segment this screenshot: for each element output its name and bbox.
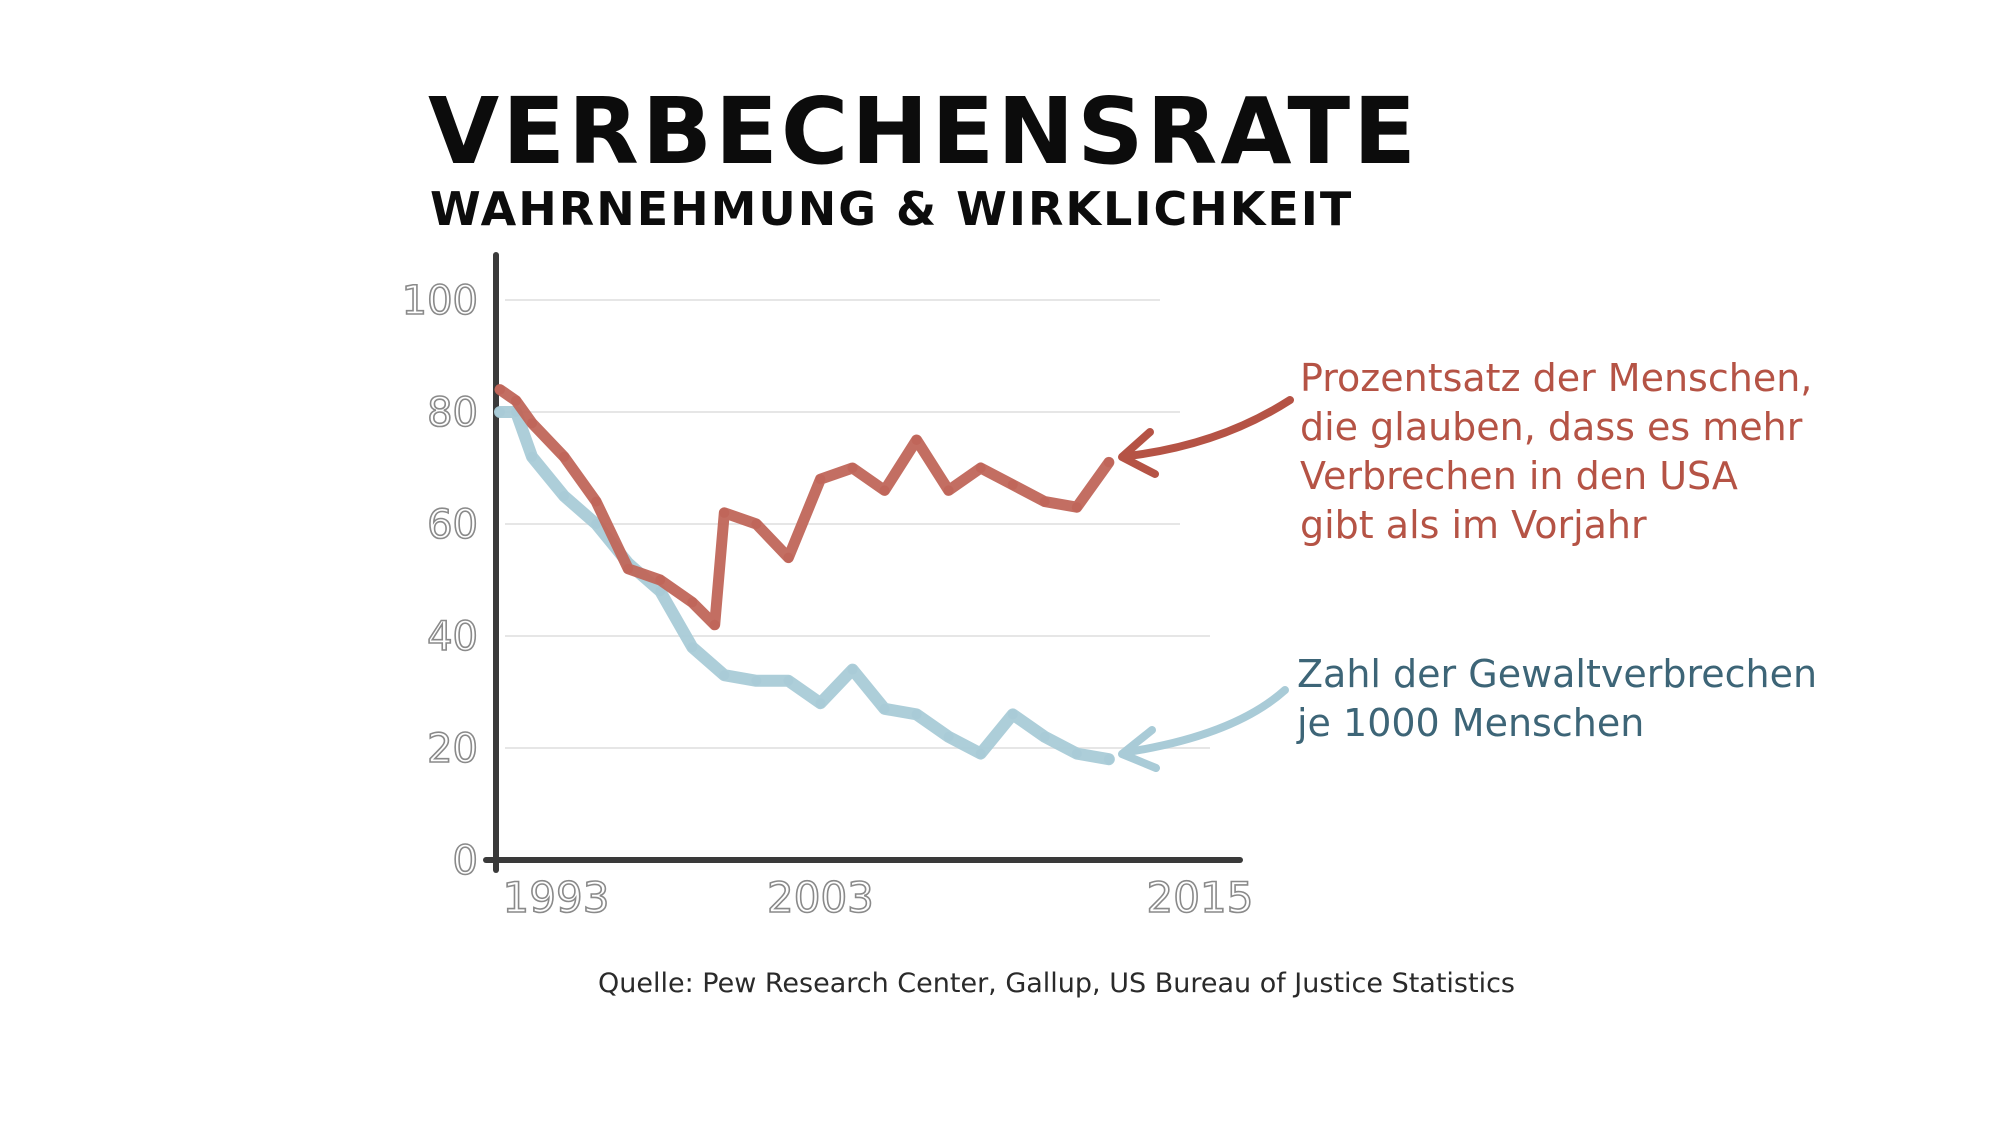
perception-point [783,552,794,563]
violent-crime-point [783,675,794,686]
source-note: Quelle: Pew Research Center, Gallup, US … [598,968,1515,999]
blue-annotation-line: Zahl der Gewaltverbrechen [1297,652,1818,696]
violent-crime-point [1007,709,1018,720]
violent-crime-point [1071,748,1082,759]
perception-point [751,519,762,529]
red-annotation-line: die glauben, dass es mehr [1300,405,1803,449]
y-tick-label: 40 [427,614,478,660]
perception-point [1071,502,1082,513]
perception-point [1039,496,1050,507]
violent-crime-point [1103,754,1114,765]
perception-point [1007,479,1018,490]
chart-title: VERBECHENSRATE [428,78,1419,185]
perception-point [847,463,858,473]
y-tick-label: 60 [427,502,478,548]
perception-point [879,485,890,496]
red-annotation-line: Prozentsatz der Menschen, [1300,356,1813,400]
perception-point [1103,457,1114,468]
violent-crime-point [591,519,602,529]
y-tick-labels: 0 20 40 60 80 100 [401,277,479,885]
red-arrowhead [1118,428,1159,478]
gridlines [505,299,1210,749]
perception-point [709,619,720,630]
violent-crime-point [495,407,505,417]
red-annotation-arrow [1124,396,1294,460]
violent-crime-point [751,675,762,686]
blue-annotation-arrow [1124,686,1289,756]
y-tick-label: 20 [427,726,478,772]
perception-point [511,395,522,406]
violent-crime-point [943,731,954,742]
axes [483,252,1243,873]
violent-crime-point [655,586,666,597]
perception-point [943,485,954,496]
violent-crime-point [879,703,890,714]
perception-point [815,474,826,485]
x-tick-label: 1993 [503,873,610,922]
violent-crime-point [687,642,698,653]
red-series-annotation: Prozentsatz der Menschen, die glauben, d… [1300,354,1860,550]
perception-point [559,451,570,462]
red-annotation-line: Verbrechen in den USA [1300,454,1738,498]
y-tick-label: 80 [427,390,478,436]
annotation-arrows [1118,396,1294,772]
perception-point [975,463,986,473]
violent-crime-point [911,709,922,720]
y-tick-label: 0 [453,838,478,884]
y-tick-label: 100 [402,278,478,324]
perception-point [495,384,505,395]
perception-point [655,575,666,585]
x-tick-label: 2003 [767,873,874,922]
perception-point [687,597,698,608]
violent-crime-point [559,491,570,501]
violent-crime-point [815,698,826,709]
violent-crime-point [719,670,730,681]
perception-series-line [494,384,1115,631]
blue-annotation-line: je 1000 Menschen [1297,701,1645,745]
perception-point [527,418,538,429]
chart-subtitle: WAHRNEHMUNG & WIRKLICHKEIT [430,182,1354,236]
x-tick-labels: 1993 2003 2015 [502,872,1254,923]
blue-series-annotation: Zahl der Gewaltverbrechen je 1000 Mensch… [1297,650,1857,748]
perception-point [719,507,730,518]
violent-crime-point [975,748,986,759]
perception-point [591,496,602,507]
violent-crime-point [527,451,538,462]
data-series [494,384,1115,766]
blue-arrowhead [1118,726,1160,772]
perception-point [623,563,634,574]
red-annotation-line: gibt als im Vorjahr [1300,503,1647,547]
violent-crime-point [1039,731,1050,742]
violent-crime-point [847,664,858,675]
x-tick-label: 2015 [1147,873,1254,922]
perception-point [911,435,922,445]
violent-crime-series-line [494,406,1115,766]
